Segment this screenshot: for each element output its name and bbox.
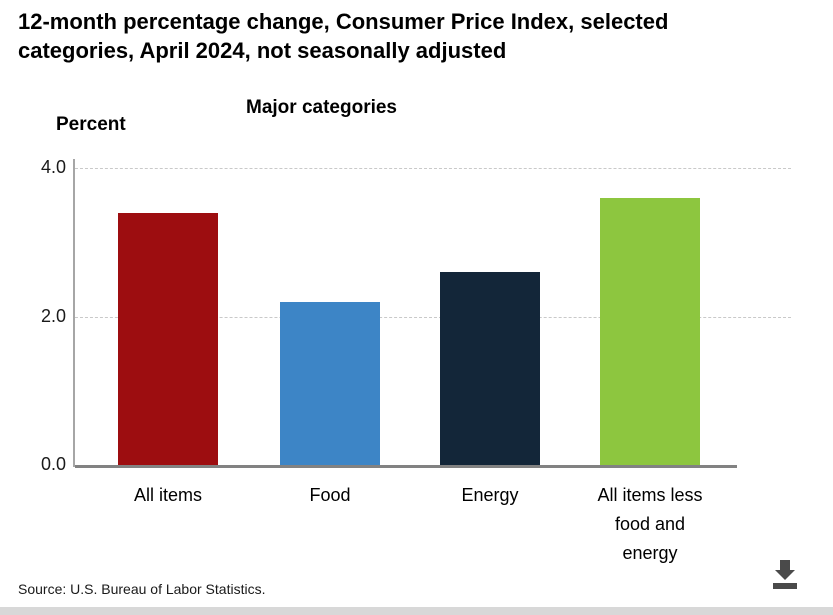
page-bottom-strip bbox=[0, 607, 833, 615]
y-tick-label: 0.0 bbox=[40, 454, 66, 474]
bar-energy bbox=[440, 272, 540, 465]
y-axis-title: Percent bbox=[56, 114, 126, 135]
x-axis-label-all-items: All items bbox=[133, 485, 202, 505]
chart-title: Major categories bbox=[246, 97, 397, 118]
bar-all-items-less-food-and-energy bbox=[600, 198, 700, 465]
download-button[interactable] bbox=[765, 557, 805, 593]
x-axis-label-food: Food bbox=[309, 485, 351, 505]
bar-food bbox=[280, 302, 380, 465]
x-axis-label-energy: Energy bbox=[461, 485, 519, 505]
bar-all-items bbox=[118, 213, 218, 465]
download-icon bbox=[773, 559, 797, 589]
x-axis-label-all-items-less-food-and-energy: All items less food and energy bbox=[597, 485, 703, 563]
page-title: 12-month percentage change, Consumer Pri… bbox=[18, 9, 669, 64]
source-text: Source: U.S. Bureau of Labor Statistics. bbox=[18, 581, 266, 597]
y-axis-line bbox=[73, 159, 75, 467]
x-axis-labels: All items Food Energy All items less food a… bbox=[75, 481, 737, 581]
y-tick-label: 2.0 bbox=[40, 306, 66, 326]
y-axis-ticks: 4.0 2.0 0.0 bbox=[24, 157, 66, 474]
y-tick-label: 4.0 bbox=[40, 157, 66, 177]
plot-area bbox=[75, 168, 737, 468]
